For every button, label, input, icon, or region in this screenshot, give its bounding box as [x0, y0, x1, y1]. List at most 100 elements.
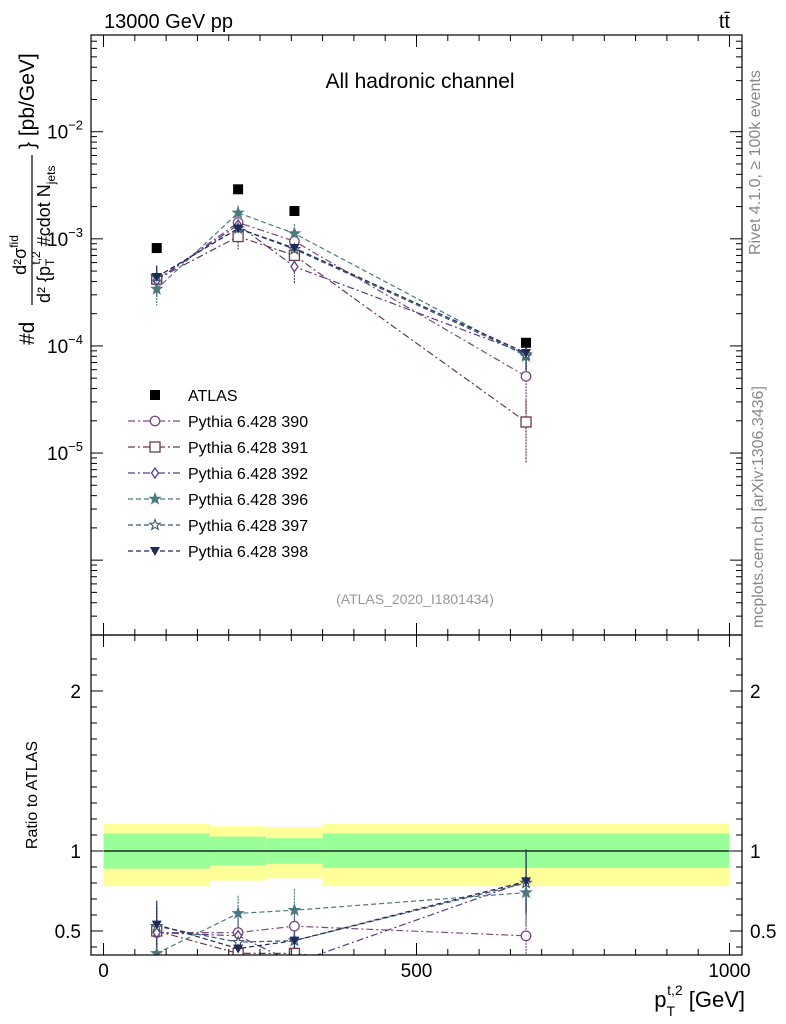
ratio-y-tick-label-right: 0.5: [750, 922, 776, 943]
y-tick-label: 10−3: [47, 225, 83, 251]
y-label-den-sup: t,2: [29, 251, 43, 265]
svg-text:#d: #d: [16, 322, 39, 345]
ratio-point: [233, 944, 244, 954]
legend-marker: [149, 441, 161, 453]
x-tick-label: 0: [98, 961, 109, 982]
x-label-sup: t,2: [667, 982, 683, 998]
rivet-version-label: Rivet 4.1.0, ≥ 100k events: [747, 70, 764, 255]
data-point: [287, 226, 302, 240]
series-line: [156, 212, 527, 357]
legend-marker: [148, 491, 162, 505]
analysis-watermark: (ATLAS_2020_I1801434): [336, 591, 494, 607]
y-label-numerator-sup: fid: [7, 235, 21, 248]
mcplots-label: mcplots.cern.ch [arXiv:1306.3436]: [750, 386, 767, 628]
legend-label: Pythia 6.428 396: [188, 492, 308, 509]
y-label-den-sub: T: [43, 258, 57, 266]
ratio-point: [520, 930, 532, 942]
ratio-plot-frame: [90, 634, 743, 956]
reference-point: [289, 205, 300, 216]
legend-label: Pythia 6.428 397: [188, 518, 308, 535]
y-tick-label: 10−2: [47, 118, 83, 144]
ratio-y-tick-label: 1: [70, 842, 81, 863]
legend: ATLAS Pythia 6.428 390 Pythia 6.428 391 Pyt…: [128, 388, 308, 561]
y-tick-exponent: −5: [68, 439, 83, 454]
ratio-point: [287, 903, 302, 916]
ratio-y-axis-label: Ratio to ATLAS: [24, 741, 41, 849]
y-tick-mantissa: 10: [47, 230, 68, 251]
data-point: [289, 244, 300, 254]
x-tick-label: 500: [401, 961, 433, 982]
data-point: [290, 260, 299, 273]
legend-label: ATLAS: [188, 388, 238, 405]
legend-label: Pythia 6.428 398: [188, 544, 308, 561]
svg-text:d²σfid: d²σfid: [7, 235, 30, 275]
x-label-sub: T: [667, 1003, 676, 1019]
ratio-series-group: [149, 849, 533, 955]
data-point: [521, 348, 532, 358]
y-tick-label: 10−4: [47, 332, 83, 358]
y-label-den-sub2: jets: [44, 166, 58, 186]
main-plot-panel: 10−210−310−410−5 All hadronic channel (A…: [7, 34, 743, 636]
data-point: [231, 205, 245, 219]
data-point: [149, 281, 164, 295]
reference-point: [521, 337, 532, 348]
y-tick-exponent: −2: [68, 118, 83, 133]
header-collision-label: 13000 GeV pp: [104, 11, 233, 33]
y-label-den-rest: #cdot N: [34, 184, 54, 251]
ratio-line: [156, 925, 527, 937]
svg-text:} [pb/GeV]: } [pb/GeV]: [16, 53, 39, 149]
y-tick-exponent: −3: [68, 225, 83, 240]
ratio-y-tick-label: 0.5: [55, 922, 81, 943]
legend-marker: [150, 466, 160, 480]
chart-title: All hadronic channel: [325, 70, 514, 93]
series-line: [156, 227, 527, 356]
series-line: [156, 221, 527, 377]
y-axis-label: #d d²σfid d² {pTt,2 #cdot Njets } [pb/Ge…: [7, 53, 58, 345]
legend-marker: [149, 415, 161, 427]
series-line: [156, 235, 527, 423]
y-tick-mantissa: 10: [47, 337, 68, 358]
ratio-point: [288, 947, 301, 955]
ratio-point: [149, 946, 164, 955]
svg-text:d² {pTt,2 #cdot Njets: d² {pTt,2 #cdot Njets: [29, 166, 58, 303]
series-line: [156, 224, 527, 355]
ratio-point: [289, 920, 300, 932]
legend-marker: [150, 390, 160, 400]
ratio-y-tick-label-right: 2: [750, 682, 761, 703]
ratio-point: [289, 936, 300, 946]
x-label-unit: [GeV]: [683, 987, 745, 1012]
data-point: [520, 416, 532, 428]
ratio-point: [231, 906, 245, 920]
ratio-point: [231, 935, 245, 948]
y-label-denominator: d² {p: [34, 266, 54, 303]
reference-point: [151, 243, 162, 254]
series-line: [156, 227, 527, 354]
x-label-main: p: [654, 987, 666, 1012]
ratio-y-tick-label: 2: [70, 682, 81, 703]
ratio-line: [156, 882, 527, 943]
reference-point: [233, 184, 244, 195]
y-label-numerator: d²σ: [10, 248, 30, 275]
y-tick-exponent: −4: [68, 332, 83, 347]
legend-label: Pythia 6.428 391: [188, 440, 308, 457]
legend-label: Pythia 6.428 390: [188, 414, 308, 431]
ratio-line: [156, 892, 527, 954]
data-point: [151, 273, 162, 283]
data-point: [233, 224, 244, 234]
ratio-y-tick-label-right: 1: [750, 842, 761, 863]
ratio-plot-panel: 0.5 0.5 1 1 2 2 0 500 1000 Ratio to ATLAS pTt,2 …: [24, 634, 776, 1019]
ratio-line: [156, 880, 527, 955]
ratio-line: [156, 930, 313, 955]
legend-marker: [148, 517, 162, 531]
y-label-suffix: } [pb/GeV]: [16, 53, 39, 149]
legend-label: Pythia 6.428 392: [188, 466, 308, 483]
y-label-prefix: #d: [16, 322, 39, 345]
x-axis-label: pTt,2 [GeV]: [654, 982, 745, 1019]
legend-marker: [150, 547, 160, 556]
y-tick-mantissa: 10: [47, 444, 68, 465]
y-tick-mantissa: 10: [47, 123, 68, 144]
y-tick-label: 10−5: [47, 439, 83, 465]
ratio-line: [156, 880, 527, 950]
ratio-point: [519, 885, 533, 899]
